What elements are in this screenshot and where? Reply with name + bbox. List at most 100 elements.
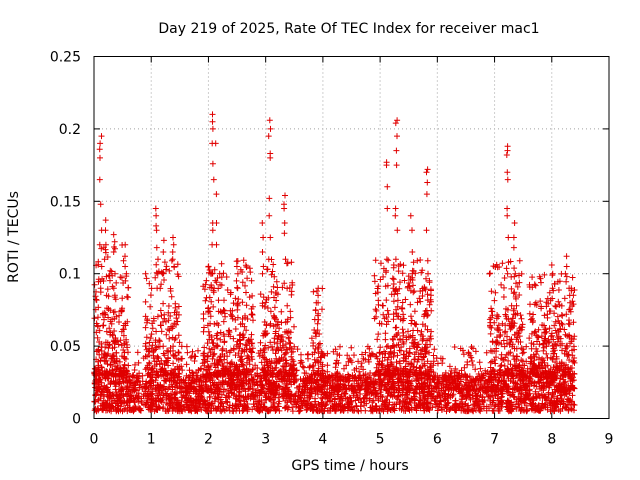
data-point [553,401,560,408]
data-point [510,290,517,297]
data-point [354,394,361,401]
data-point [405,360,412,367]
data-point [533,383,540,390]
data-point [174,261,181,268]
data-point [234,338,241,345]
data-point [183,343,190,350]
data-point [423,275,429,282]
data-point [365,385,372,392]
data-point [385,354,392,361]
data-point [284,285,291,292]
data-point [523,343,530,350]
data-point [163,358,169,365]
data-point [236,332,243,339]
data-point [361,402,368,409]
data-point [401,351,408,358]
data-point [551,386,558,393]
data-point [393,359,400,366]
data-point [377,276,384,283]
data-point [214,385,221,392]
data-point [276,368,283,375]
data-point [243,380,250,387]
data-point [100,322,107,329]
data-point [530,400,537,407]
data-point [354,380,361,387]
data-point [516,279,523,286]
data-point [566,397,573,404]
data-point [102,372,109,378]
data-point [567,378,574,384]
data-point [173,400,180,407]
data-point [131,367,138,373]
data-point [319,350,326,357]
data-point [425,385,432,392]
data-point [391,407,398,414]
data-point [124,368,131,375]
data-point [325,374,332,381]
data-point [219,377,226,384]
data-point [341,391,348,398]
data-point [162,368,169,375]
data-point [511,331,518,338]
data-point [426,301,433,308]
data-point [256,398,263,405]
data-point [239,279,246,286]
data-point [532,282,539,289]
data-point [332,408,339,415]
data-point [176,339,183,346]
data-point [566,357,573,363]
data-point [472,348,479,355]
data-point [535,401,542,408]
data-point [548,397,555,404]
data-point [417,298,424,305]
data-point [440,374,447,380]
data-point [377,344,384,351]
data-point [117,274,124,281]
data-point [400,329,407,336]
data-point [423,406,430,413]
data-point [417,347,424,354]
data-point [517,408,524,414]
data-point [239,369,246,376]
data-point [117,397,124,403]
data-point [327,397,334,404]
data-point [386,399,393,406]
data-point [392,324,399,331]
data-point [457,345,464,352]
data-point [204,322,211,329]
data-point [428,328,435,335]
data-point [198,406,205,413]
data-point [175,303,182,310]
data-point [379,398,386,405]
data-point [311,327,318,333]
data-point [504,365,511,372]
data-point [103,401,110,407]
data-point [376,381,383,388]
data-point [330,348,337,355]
data-point [178,343,185,350]
data-point [307,375,314,382]
data-point [370,384,377,391]
data-point [229,313,235,319]
data-point [162,318,169,325]
data-point [110,359,117,366]
data-point [126,377,133,384]
data-point [258,375,265,381]
data-point [280,386,287,393]
data-point [218,260,225,267]
data-point [146,352,152,359]
data-point [205,363,212,370]
data-point [519,350,526,357]
data-point [399,385,406,392]
data-point [390,298,397,305]
data-point [246,361,253,368]
data-point [152,274,159,281]
data-point [240,331,247,338]
data-point [120,332,127,339]
data-point [492,360,499,367]
data-point [239,299,246,306]
data-point [486,270,493,277]
data-point [222,366,229,373]
data-point [206,294,213,301]
data-point [390,311,397,318]
